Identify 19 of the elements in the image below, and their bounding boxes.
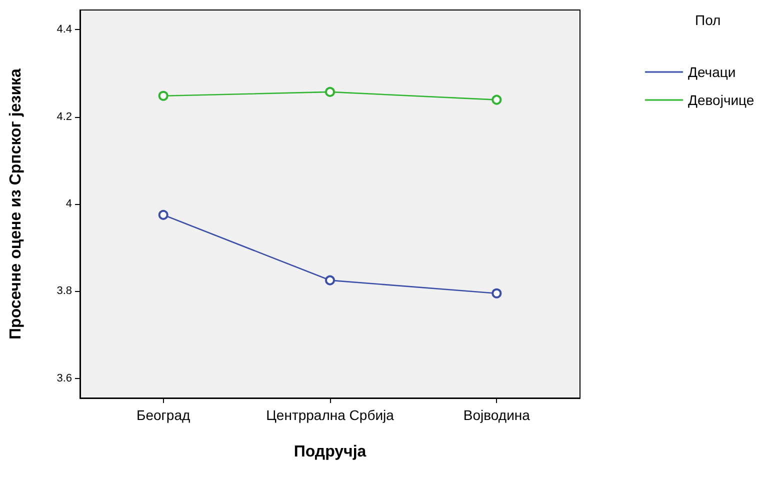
y-tick-label: 3.6 (56, 372, 72, 384)
point (492, 288, 502, 298)
point (325, 275, 335, 286)
y-tick-label: 4.2 (56, 110, 72, 123)
legend-label: Дечаци (688, 64, 736, 80)
x-tick-label: Војводина (463, 407, 530, 423)
point (158, 210, 168, 220)
legend-title: Пол (695, 12, 721, 28)
y-axis-title: Просечне оцене из Српског језика (8, 68, 24, 340)
point (492, 94, 502, 105)
y-tick-label: 4.4 (56, 24, 72, 36)
x-tick-label: Центррална Србија (266, 407, 394, 423)
x-tick-label: Београд (136, 407, 190, 423)
y-tick-label: 4 (66, 198, 72, 210)
point (325, 86, 335, 97)
y-tick-label: 3.8 (56, 285, 72, 298)
legend-label: Девојчице (688, 92, 754, 108)
x-axis-title: Подручја (294, 444, 366, 460)
point (158, 90, 168, 101)
